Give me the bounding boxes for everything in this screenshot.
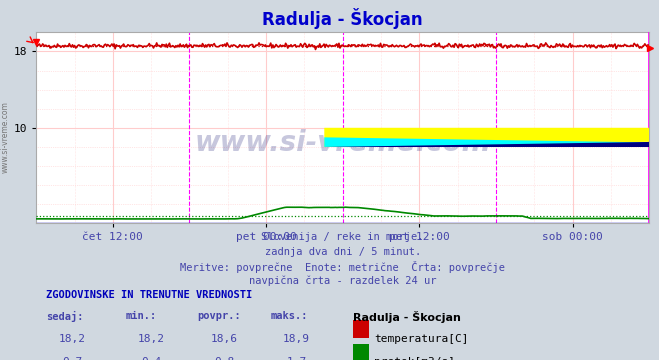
Text: navpična črta - razdelek 24 ur: navpična črta - razdelek 24 ur	[249, 275, 436, 286]
Text: 0,7: 0,7	[63, 357, 82, 360]
Text: 18,9: 18,9	[283, 334, 310, 344]
Polygon shape	[324, 128, 659, 147]
Text: 18,2: 18,2	[138, 334, 165, 344]
Text: 0,8: 0,8	[214, 357, 234, 360]
Title: Radulja - Škocjan: Radulja - Škocjan	[262, 8, 423, 30]
Text: 18,2: 18,2	[59, 334, 86, 344]
Text: sedaj:: sedaj:	[46, 311, 84, 322]
Text: 1,7: 1,7	[287, 357, 306, 360]
Text: temperatura[C]: temperatura[C]	[374, 334, 469, 344]
Text: povpr.:: povpr.:	[198, 311, 241, 321]
Text: 18,6: 18,6	[211, 334, 237, 344]
Text: Meritve: povprečne  Enote: metrične  Črta: povprečje: Meritve: povprečne Enote: metrične Črta:…	[180, 261, 505, 273]
Text: Radulja - Škocjan: Radulja - Škocjan	[353, 311, 461, 323]
Text: pretok[m3/s]: pretok[m3/s]	[374, 357, 455, 360]
Text: Slovenija / reke in morje.: Slovenija / reke in morje.	[262, 232, 424, 242]
Text: maks.:: maks.:	[270, 311, 308, 321]
Polygon shape	[324, 137, 659, 147]
Text: 0,4: 0,4	[142, 357, 161, 360]
Text: www.si-vreme.com: www.si-vreme.com	[194, 129, 491, 157]
Text: zadnja dva dni / 5 minut.: zadnja dva dni / 5 minut.	[264, 247, 421, 257]
Text: www.si-vreme.com: www.si-vreme.com	[1, 101, 10, 173]
Polygon shape	[324, 128, 659, 147]
Text: min.:: min.:	[125, 311, 156, 321]
Text: ZGODOVINSKE IN TRENUTNE VREDNOSTI: ZGODOVINSKE IN TRENUTNE VREDNOSTI	[46, 290, 252, 300]
